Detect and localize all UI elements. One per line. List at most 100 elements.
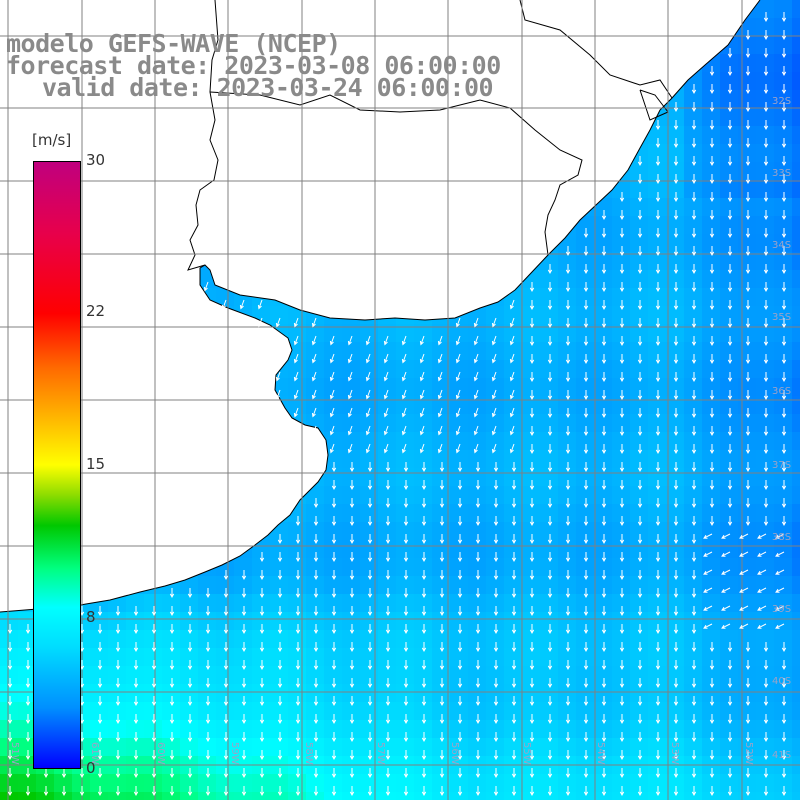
wind-arrow [763,336,769,347]
wind-arrow [709,786,715,797]
field-cell [342,576,361,595]
wind-arrow [565,732,571,743]
wind-arrow [709,660,715,671]
wind-arrow [547,534,553,545]
wind-arrow [367,516,373,527]
wind-arrow [745,84,751,95]
wind-arrow [259,570,265,581]
wind-arrow [401,371,407,382]
field-cell [540,504,559,523]
wind-arrow [473,353,479,364]
field-cell [216,720,235,739]
wind-arrow [673,678,679,689]
field-cell [486,792,505,800]
wind-arrow [475,624,481,635]
field-cell [450,558,469,577]
wind-arrow [691,498,697,509]
wind-arrow [151,678,157,689]
wind-arrow [547,444,553,455]
wind-arrow [7,660,13,671]
field-cell [396,792,415,800]
field-cell [666,414,685,433]
field-cell [306,486,325,505]
field-cell [468,630,487,649]
wind-arrow [709,444,715,455]
wind-arrow [781,660,787,671]
field-cell [594,558,613,577]
wind-arrow [511,660,517,671]
field-cell [756,738,775,757]
wind-arrow [329,353,335,364]
wind-arrow [205,678,211,689]
wind-arrow [757,605,767,611]
field-cell [432,450,451,469]
field-cell [792,558,800,577]
wind-arrow [763,426,769,437]
field-cell [684,702,703,721]
field-cell [612,216,631,235]
field-cell [702,216,721,235]
wind-arrow [637,534,643,545]
lat-label: 40S [772,676,792,687]
wind-arrow [781,390,787,401]
wind-arrow [385,534,391,545]
field-cell [702,234,721,253]
field-cell [288,378,307,397]
field-cell [522,774,541,793]
field-cell [540,648,559,667]
field-cell [594,378,613,397]
field-cell [702,396,721,415]
field-cell [792,576,800,595]
field-cell [450,702,469,721]
wind-arrow [547,624,553,635]
field-cell [342,792,361,800]
wind-arrow [421,606,427,617]
wind-arrow [457,552,463,563]
field-cell [396,396,415,415]
wind-arrow [601,246,607,257]
wind-arrow [709,642,715,653]
wind-arrow [583,336,589,347]
field-cell [666,396,685,415]
lon-label: 54W [595,742,606,765]
field-cell [396,630,415,649]
field-cell [108,684,127,703]
wind-arrow [673,606,679,617]
field-cell [360,594,379,613]
wind-arrow [763,516,769,527]
wind-arrow [619,246,625,257]
wind-arrow [781,138,787,149]
field-cell [612,450,631,469]
field-cell [738,630,757,649]
field-cell [738,54,757,73]
field-cell [738,666,757,685]
wind-arrow [223,660,229,671]
wind-arrow [655,300,661,311]
field-cell [540,396,559,415]
field-cell [450,792,469,800]
field-cell [720,162,739,181]
wind-arrow [763,750,769,761]
wind-arrow [457,606,463,617]
wind-arrow [295,786,301,797]
wind-arrow [475,786,481,797]
field-cell [558,720,577,739]
field-cell [666,666,685,685]
field-cell [648,342,667,361]
field-cell [612,432,631,451]
field-cell [720,486,739,505]
field-cell [576,288,595,307]
wind-arrow [475,588,481,599]
field-cell [558,702,577,721]
field-cell [360,486,379,505]
field-cell [594,504,613,523]
field-cell [306,324,325,343]
field-cell [360,540,379,559]
wind-arrow [655,660,661,671]
field-cell [378,486,397,505]
field-cell [504,504,523,523]
wind-arrow [709,426,715,437]
wind-arrow [781,156,787,167]
wind-arrow [349,570,355,581]
wind-arrow [401,407,407,418]
